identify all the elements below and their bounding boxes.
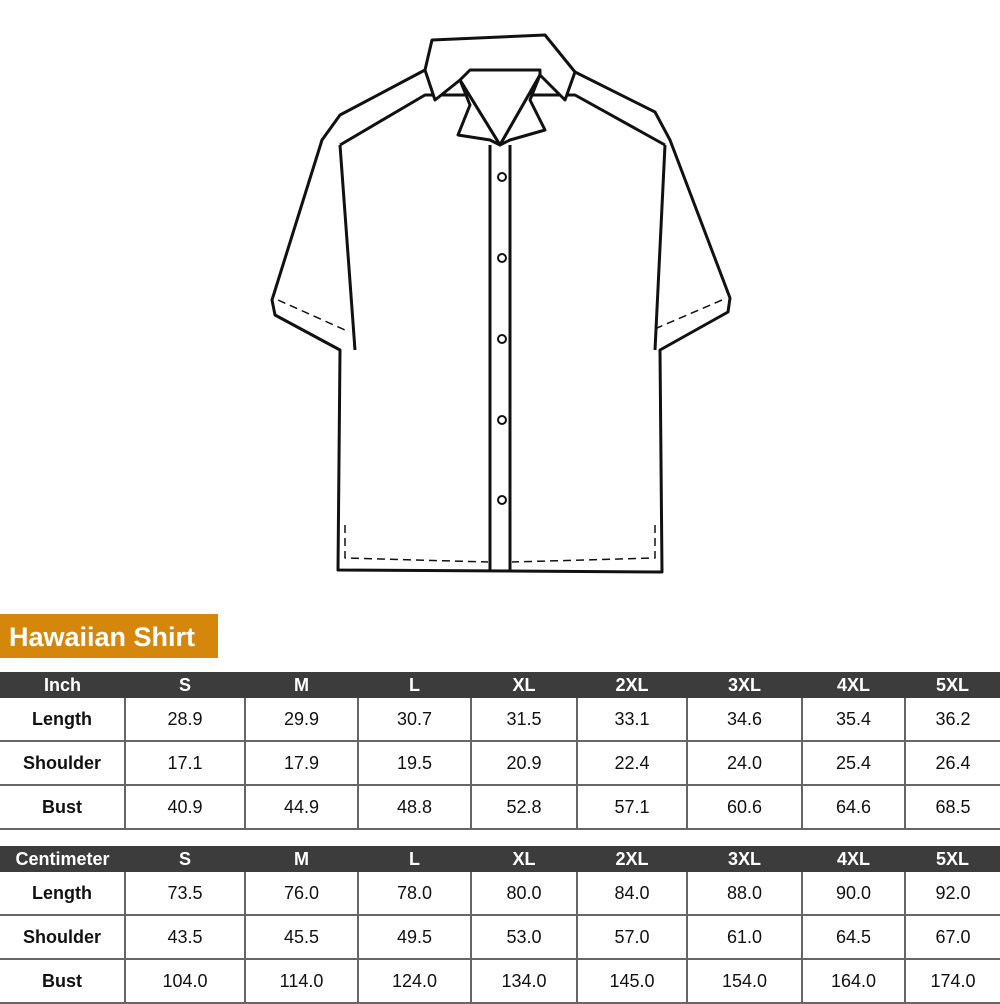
measurement-cell: 40.9	[125, 785, 246, 830]
measurement-cell: 90.0	[802, 872, 906, 916]
measurement-cell: 61.0	[687, 915, 803, 960]
measurement-cell: 104.0	[125, 959, 246, 1004]
measurement-cell: 64.6	[802, 785, 906, 830]
size-header: S	[125, 846, 245, 872]
measurement-cell: 68.5	[905, 785, 1000, 830]
inch-size-table: Inch S M L XL 2XL 3XL 4XL 5XL Length 28.9…	[0, 672, 1000, 830]
measurement-cell: 30.7	[358, 698, 472, 742]
row-label: Length	[0, 698, 126, 742]
measurement-cell: 124.0	[358, 959, 472, 1004]
size-header: L	[358, 672, 471, 698]
row-label: Bust	[0, 785, 126, 830]
measurement-cell: 174.0	[905, 959, 1000, 1004]
measurement-cell: 43.5	[125, 915, 246, 960]
table-row: Bust 104.0 114.0 124.0 134.0 145.0 154.0 164.0 1…	[0, 959, 1000, 1004]
size-header: 2XL	[577, 846, 687, 872]
size-header: M	[245, 846, 358, 872]
measurement-cell: 78.0	[358, 872, 472, 916]
measurement-cell: 31.5	[471, 698, 578, 742]
table-row: Length 28.9 29.9 30.7 31.5 33.1 34.6 35.4 36.2	[0, 698, 1000, 742]
measurement-cell: 57.1	[577, 785, 688, 830]
row-label: Shoulder	[0, 741, 126, 786]
size-header: 4XL	[802, 846, 905, 872]
measurement-cell: 35.4	[802, 698, 906, 742]
measurement-cell: 92.0	[905, 872, 1000, 916]
measurement-cell: 22.4	[577, 741, 688, 786]
row-label: Shoulder	[0, 915, 126, 960]
measurement-cell: 17.9	[245, 741, 359, 786]
measurement-cell: 48.8	[358, 785, 472, 830]
table-row: Bust 40.9 44.9 48.8 52.8 57.1 60.6 64.6 68.5	[0, 785, 1000, 830]
measurement-cell: 29.9	[245, 698, 359, 742]
measurement-cell: 73.5	[125, 872, 246, 916]
measurement-cell: 26.4	[905, 741, 1000, 786]
size-header: 5XL	[905, 672, 1000, 698]
size-header: XL	[471, 672, 577, 698]
shirt-illustration	[270, 33, 732, 574]
row-label: Length	[0, 872, 126, 916]
measurement-cell: 154.0	[687, 959, 803, 1004]
measurement-cell: 88.0	[687, 872, 803, 916]
centimeter-size-table: Centimeter S M L XL 2XL 3XL 4XL 5XL Leng…	[0, 846, 1000, 1004]
size-header: 2XL	[577, 672, 687, 698]
size-header: M	[245, 672, 358, 698]
size-header: 5XL	[905, 846, 1000, 872]
size-header: XL	[471, 846, 577, 872]
measurement-cell: 44.9	[245, 785, 359, 830]
header-row: Inch S M L XL 2XL 3XL 4XL 5XL	[0, 672, 1000, 698]
measurement-cell: 33.1	[577, 698, 688, 742]
size-header: 3XL	[687, 846, 802, 872]
row-label: Bust	[0, 959, 126, 1004]
measurement-cell: 145.0	[577, 959, 688, 1004]
size-header: S	[125, 672, 245, 698]
measurement-cell: 25.4	[802, 741, 906, 786]
table-row: Shoulder 17.1 17.9 19.5 20.9 22.4 24.0 25.4 26.4	[0, 741, 1000, 786]
unit-header: Centimeter	[0, 846, 125, 872]
measurement-cell: 20.9	[471, 741, 578, 786]
unit-header: Inch	[0, 672, 125, 698]
measurement-cell: 34.6	[687, 698, 803, 742]
measurement-cell: 84.0	[577, 872, 688, 916]
measurement-cell: 19.5	[358, 741, 472, 786]
measurement-cell: 80.0	[471, 872, 578, 916]
size-header: 3XL	[687, 672, 802, 698]
measurement-cell: 24.0	[687, 741, 803, 786]
measurement-cell: 76.0	[245, 872, 359, 916]
measurement-cell: 164.0	[802, 959, 906, 1004]
size-header: 4XL	[802, 672, 905, 698]
measurement-cell: 28.9	[125, 698, 246, 742]
measurement-cell: 114.0	[245, 959, 359, 1004]
measurement-cell: 57.0	[577, 915, 688, 960]
measurement-cell: 52.8	[471, 785, 578, 830]
measurement-cell: 36.2	[905, 698, 1000, 742]
measurement-cell: 60.6	[687, 785, 803, 830]
measurement-cell: 64.5	[802, 915, 906, 960]
header-row: Centimeter S M L XL 2XL 3XL 4XL 5XL	[0, 846, 1000, 872]
size-header: L	[358, 846, 471, 872]
measurement-cell: 53.0	[471, 915, 578, 960]
measurement-cell: 45.5	[245, 915, 359, 960]
product-title: Hawaiian Shirt	[0, 614, 218, 658]
measurement-cell: 134.0	[471, 959, 578, 1004]
measurement-cell: 67.0	[905, 915, 1000, 960]
measurement-cell: 17.1	[125, 741, 246, 786]
measurement-cell: 49.5	[358, 915, 472, 960]
table-row: Length 73.5 76.0 78.0 80.0 84.0 88.0 90.0 92.0	[0, 872, 1000, 916]
table-row: Shoulder 43.5 45.5 49.5 53.0 57.0 61.0 64.5 67.0	[0, 915, 1000, 960]
